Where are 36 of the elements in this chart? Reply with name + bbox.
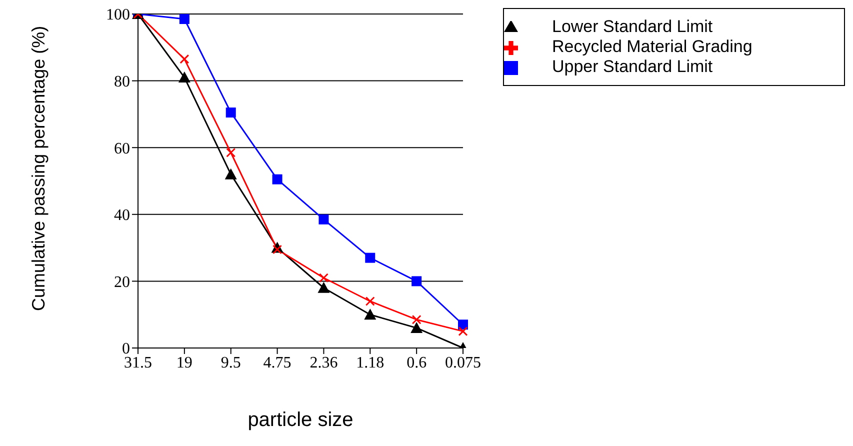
point	[365, 252, 376, 263]
point	[224, 168, 237, 180]
point	[410, 322, 423, 333]
point	[272, 244, 282, 254]
point	[365, 296, 375, 306]
point	[226, 108, 236, 118]
legend-label: Lower Standard Limit	[552, 17, 713, 36]
x-tick-label: 4.75	[263, 354, 292, 372]
point	[179, 14, 190, 24]
point	[226, 148, 236, 158]
y-tick-label: 20	[114, 274, 130, 291]
y-tick-label: 60	[114, 140, 130, 158]
x-tick-label: 9.5	[220, 354, 241, 372]
x-tick-label: 0.6	[406, 354, 427, 372]
legend-label: Upper Standard Limit	[552, 57, 713, 76]
x-tick-label: 1.18	[356, 354, 384, 372]
point	[318, 282, 330, 293]
point	[458, 320, 468, 330]
point	[180, 54, 190, 64]
y-tick-label: 80	[114, 73, 130, 90]
point	[412, 276, 422, 286]
point	[272, 174, 282, 184]
x-tick-label: 19	[176, 354, 192, 372]
point	[318, 273, 328, 283]
point	[412, 314, 422, 324]
point	[364, 308, 376, 320]
legend-label: Recycled Material Grading	[552, 37, 752, 56]
y-tick-label: 100	[106, 6, 130, 24]
y-tick-label: 40	[114, 207, 130, 224]
y-axis-title: Cumulative passing percentage (%)	[28, 26, 48, 311]
point	[458, 326, 468, 336]
point	[178, 71, 190, 82]
x-axis-title: particle size	[248, 409, 354, 431]
point	[318, 214, 329, 224]
x-tick-label: 0.075	[445, 354, 481, 372]
x-tick-label: 2.36	[310, 354, 338, 372]
